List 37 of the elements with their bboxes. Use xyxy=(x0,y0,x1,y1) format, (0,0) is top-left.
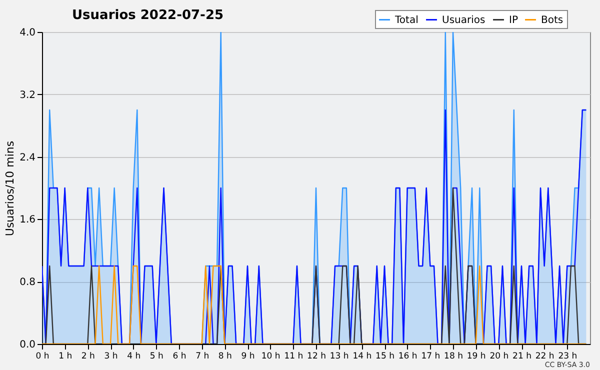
x-tick-label: 23 h xyxy=(558,352,578,362)
y-tick-label: 0.8 xyxy=(20,277,36,288)
line-series xyxy=(42,109,587,344)
legend-label: Bots xyxy=(541,14,564,26)
x-tick-label: 8 h xyxy=(218,352,232,362)
x-tick-label: 2 h xyxy=(81,352,95,362)
x-tick-label: 3 h xyxy=(104,352,118,362)
y-tick-label: 2.4 xyxy=(20,152,36,164)
x-tick-label: 19 h xyxy=(466,352,486,362)
x-tick-label: 14 h xyxy=(352,352,372,362)
x-tick-label: 10 h xyxy=(261,352,280,362)
x-tick-label: 5 h xyxy=(150,352,164,362)
x-tick-label: 9 h xyxy=(241,352,255,362)
legend-label: Total xyxy=(394,14,418,26)
x-tick-label: 11 h xyxy=(284,352,304,362)
x-tick-label: 16 h xyxy=(398,352,418,362)
x-tick-label: 17 h xyxy=(421,352,440,362)
x-tick-label: 6 h xyxy=(172,352,186,362)
x-tick-label: 20 h xyxy=(490,352,509,362)
x-tick-label: 7 h xyxy=(196,352,210,362)
x-tick-label: 15 h xyxy=(376,352,394,362)
y-tick-label: 0.0 xyxy=(20,340,36,350)
x-tick-label: 12 h xyxy=(307,352,326,362)
x-tick-label: 4 h xyxy=(127,352,141,362)
legend-label: Usuarios xyxy=(442,14,486,26)
x-tick-label: 21 h xyxy=(512,352,532,362)
x-tick-label: 22 h xyxy=(535,352,554,362)
y-tick-label: 1.6 xyxy=(20,214,36,226)
y-axis-title: Usuarios/10 mins xyxy=(4,140,17,236)
chart-title: Usuarios 2022-07-25 xyxy=(72,8,224,23)
x-tick-label: 0 h xyxy=(36,352,50,362)
x-tick-label: 1 h xyxy=(58,352,72,362)
y-tick-label: 3.2 xyxy=(20,90,36,101)
x-tick-label: 18 h xyxy=(444,352,463,362)
y-tick-label: 4.0 xyxy=(20,28,36,38)
legend-label: IP xyxy=(509,14,518,26)
x-tick-label: 13 h xyxy=(330,352,349,362)
